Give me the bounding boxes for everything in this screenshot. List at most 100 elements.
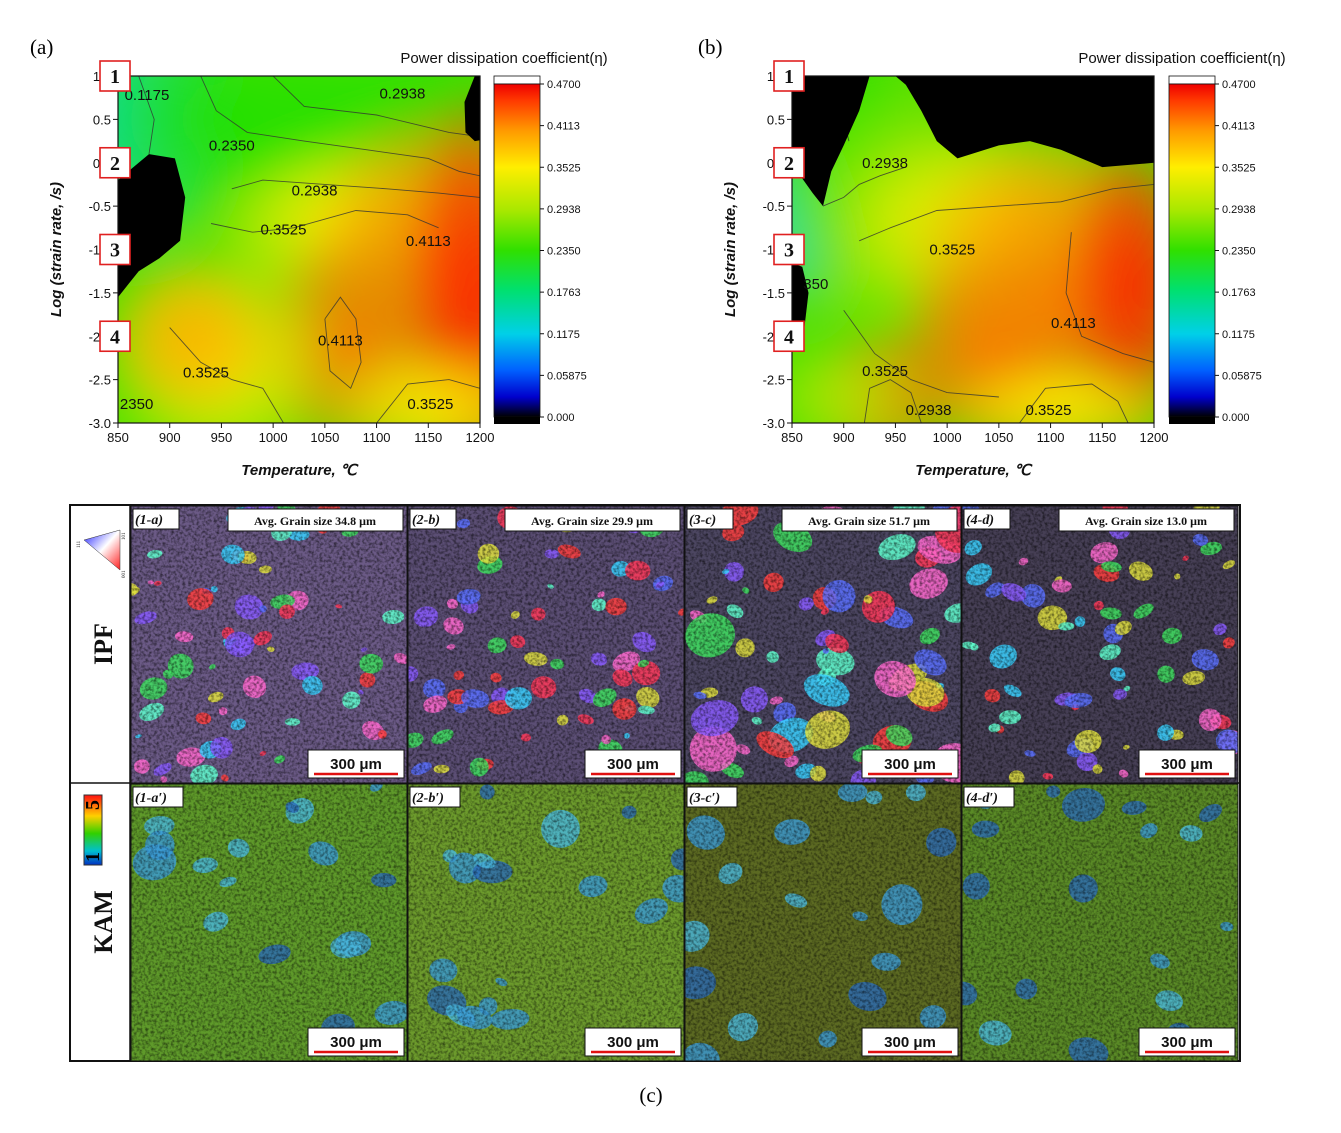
tile-label: (3-c′) bbox=[689, 791, 720, 806]
colorbar-bottom-cap bbox=[1169, 417, 1215, 424]
y-tick-label: 0.5 bbox=[93, 112, 111, 127]
contour-line bbox=[863, 379, 922, 423]
tile-border bbox=[130, 505, 408, 784]
tile-label: (1-a′) bbox=[135, 791, 167, 806]
scale-bar-label: 300 μm bbox=[1161, 756, 1213, 773]
kam-tile-4: (4-d′) 300 μm bbox=[961, 783, 1239, 1062]
x-tick-label: 1200 bbox=[1140, 430, 1169, 445]
y-tick-label: -1.5 bbox=[763, 286, 785, 301]
colorbar bbox=[493, 83, 541, 418]
x-tick-label: 900 bbox=[833, 430, 855, 445]
y-tick-label: 0.5 bbox=[767, 112, 785, 127]
contour-line bbox=[1019, 383, 1129, 423]
instability-region bbox=[895, 76, 1154, 168]
y-tick-label: -3.0 bbox=[763, 416, 785, 431]
contour-label: 0.2938 bbox=[862, 155, 908, 172]
x-tick-label: 1100 bbox=[363, 430, 391, 445]
grain-boundary-texture bbox=[962, 784, 1238, 1061]
contour-line bbox=[169, 327, 284, 423]
contour-line bbox=[843, 309, 999, 398]
instability-region bbox=[792, 262, 809, 328]
x-tick-label: 1050 bbox=[310, 430, 339, 445]
scale-bar-label: 300 μm bbox=[330, 1034, 382, 1051]
colorbar-tick-label: 0.2350 bbox=[1222, 246, 1256, 258]
point-marker-label: 1 bbox=[110, 66, 120, 88]
tile-label: (2-b′) bbox=[412, 791, 444, 806]
y-tick-label: -1.5 bbox=[89, 286, 111, 301]
colorbar-top-cap bbox=[493, 75, 541, 85]
panel-label-b: (b) bbox=[698, 35, 723, 59]
grain-boundary-texture bbox=[962, 506, 1238, 783]
grain-boundary-texture bbox=[408, 784, 684, 1061]
contour-line bbox=[272, 76, 480, 138]
y-tick-label: -3.0 bbox=[89, 416, 111, 431]
ipf-micrograph-image bbox=[685, 506, 961, 783]
colorbar-tick-label: 0.4113 bbox=[547, 121, 580, 133]
grain-boundary-texture bbox=[131, 784, 407, 1061]
heatmap-region bbox=[402, 76, 480, 423]
heatmap-field bbox=[118, 76, 480, 423]
kam-row: (1-a′)300 μm(2-b′)300 μm(3-c′)300 μm(4-d… bbox=[130, 783, 1239, 1062]
tile-label-box bbox=[409, 786, 461, 808]
instability-region bbox=[118, 154, 186, 298]
scale-bar-label: 300 μm bbox=[607, 756, 659, 773]
tile-border bbox=[684, 783, 962, 1062]
scale-bar-label: 300 μm bbox=[607, 1034, 659, 1051]
contour-label: 350 bbox=[803, 276, 828, 293]
point-marker-label: 3 bbox=[110, 240, 120, 262]
grain-size-label: Avg. Grain size 51.7 μm bbox=[808, 514, 930, 528]
colorbar-tick-label: 0.3525 bbox=[1222, 162, 1256, 174]
colorbar-tick-label: 0.2350 bbox=[547, 246, 581, 258]
contour-label: 0.4113 bbox=[1051, 315, 1096, 332]
x-tick-label: 1050 bbox=[984, 430, 1013, 445]
x-tick-label: 850 bbox=[781, 430, 803, 445]
tile-label-box bbox=[132, 508, 180, 530]
colorbar-title: Power dissipation coefficient(η) bbox=[1078, 50, 1285, 67]
y-tick-label: -2.5 bbox=[763, 373, 785, 388]
grain-size-box bbox=[1058, 508, 1235, 532]
contour-label: 0.2938 bbox=[906, 402, 952, 419]
colorbar-title: Power dissipation coefficient(η) bbox=[400, 50, 607, 67]
instability-region bbox=[792, 76, 870, 207]
kam-micrograph-image bbox=[685, 784, 961, 1061]
tile-label: (2-b) bbox=[412, 513, 440, 528]
contour-label: 0.3525 bbox=[407, 396, 453, 413]
contour-line bbox=[376, 379, 480, 423]
point-marker-label: 4 bbox=[110, 326, 120, 348]
contour-label: 0.3525 bbox=[929, 242, 975, 259]
contour-label: 0.2938 bbox=[292, 183, 338, 200]
ipf-micrograph-image bbox=[408, 506, 684, 783]
tile-label: (1-a) bbox=[135, 513, 163, 528]
colorbar-tick-label: 0.1763 bbox=[547, 287, 581, 299]
contour-label: 0.3525 bbox=[183, 365, 229, 382]
micrograph-grid: IPF KAM 111 101 001 5 1 (1-a) Avg. Grain … bbox=[69, 504, 1241, 1062]
scale-bar-label: 300 μm bbox=[884, 756, 936, 773]
contour-line bbox=[822, 166, 906, 207]
colorbar-tick-label: 0.05875 bbox=[547, 370, 587, 382]
contour-label: 0.3525 bbox=[862, 363, 908, 380]
x-tick-label: 1200 bbox=[466, 430, 495, 445]
y-axis-title: Log (strain rate, /s) bbox=[48, 182, 65, 317]
point-marker-label: 2 bbox=[784, 153, 794, 175]
contour-label: 0.1175 bbox=[125, 87, 170, 104]
kam-scale-bar bbox=[83, 794, 103, 866]
colorbar-tick-label: 0.1175 bbox=[1222, 329, 1255, 341]
ipf-tile-2: (2-b) Avg. Grain size 29.9 μm 300 μm bbox=[407, 505, 685, 784]
tile-label-box bbox=[963, 786, 1015, 808]
contour-label: 0.4113 bbox=[406, 233, 451, 250]
x-tick-label: 1150 bbox=[414, 430, 442, 445]
ipf-tile-1: (1-a) Avg. Grain size 34.8 μm 300 μm bbox=[130, 505, 408, 784]
row-label-ipf: IPF bbox=[89, 623, 118, 665]
x-tick-label: 1100 bbox=[1037, 430, 1065, 445]
contour-line bbox=[231, 179, 480, 198]
heatmap-gradient-regions bbox=[792, 76, 1154, 423]
ipf-row: (1-a) Avg. Grain size 34.8 μm 300 μm (2-b) A… bbox=[130, 505, 1239, 784]
grain-size-box bbox=[504, 508, 681, 532]
grain-boundary-texture bbox=[685, 784, 961, 1061]
tile-label-box bbox=[686, 508, 734, 530]
point-marker-box bbox=[773, 60, 805, 92]
contour-line bbox=[138, 76, 155, 155]
colorbar-top-cap bbox=[1168, 75, 1216, 85]
heatmap-region bbox=[792, 336, 927, 423]
